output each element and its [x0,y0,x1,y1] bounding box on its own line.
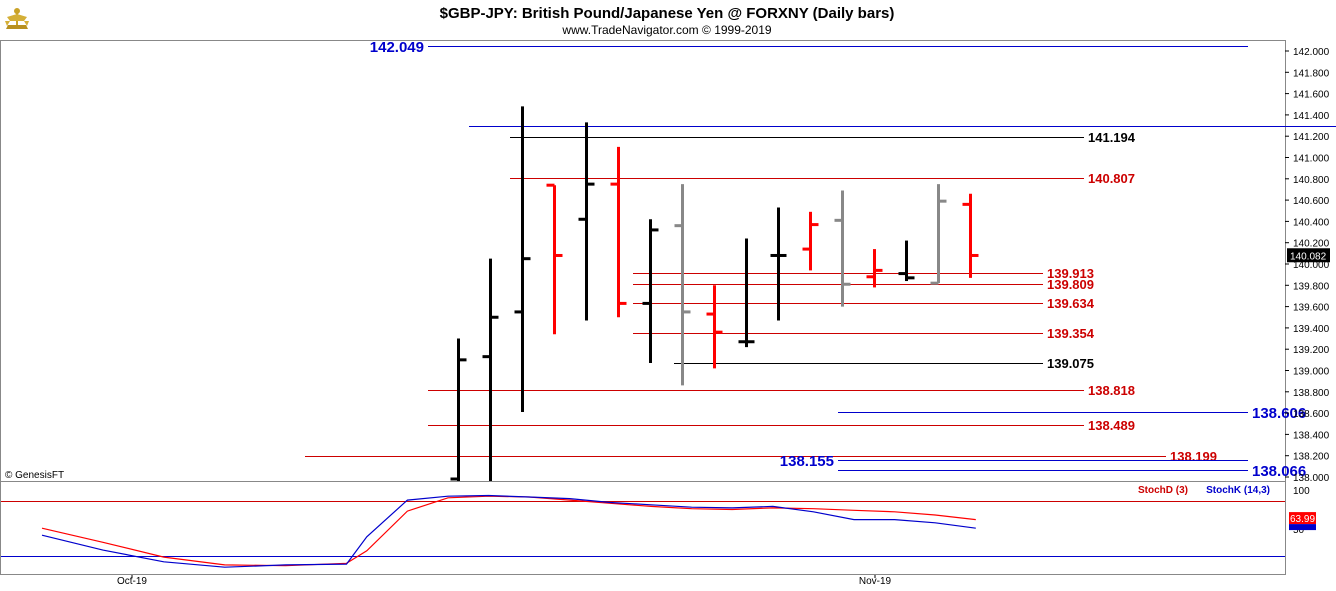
level-label-138.606: 138.606 [1252,405,1306,422]
level-label-139.634: 139.634 [1047,296,1095,311]
y-tick-label: 140.800 [1293,175,1330,186]
legend-stoch-k: StochK (14,3) [1206,485,1270,496]
y-tick-label: 139.400 [1293,324,1330,335]
y-tick-label: 141.800 [1293,68,1330,79]
stoch-k-value-badge [1289,524,1316,531]
stochastic-lines [41,494,976,568]
last-price-badge [1287,248,1330,263]
level-label-139.075: 139.075 [1047,356,1094,371]
y-tick-label: 141.600 [1293,90,1330,101]
y-tick-label: 141.400 [1293,111,1330,122]
stoch-y-tick-label: 100 [1293,486,1310,497]
price-panel-frame [0,40,1286,482]
level-label-140.807: 140.807 [1088,171,1135,186]
y-tick-label: 139.800 [1293,281,1330,292]
ohlc-bar [866,249,883,288]
y-tick-label: 139.000 [1293,367,1330,378]
level-label-138.155: 138.155 [780,453,834,470]
y-tick-label: 141.000 [1293,154,1330,165]
y-tick-label: 139.200 [1293,345,1330,356]
y-tick-label: 138.000 [1293,473,1330,484]
legend-stoch-d: StochD (3) [1138,485,1188,496]
stoch-y-tick-label: 50 [1293,525,1305,536]
ohlc-bar [578,122,595,321]
ohlc-bar [482,258,499,481]
ohlc-bar [738,238,755,348]
chart-title: $GBP-JPY: British Pound/Japanese Yen @ F… [440,5,895,22]
level-label-139.809: 139.809 [1047,277,1094,292]
price-levels: 142.049141.295141.194140.807139.913139.8… [305,39,1336,480]
ohlc-bar [546,183,563,335]
ohlc-bar [706,285,723,369]
x-label-oct: Oct-19 [117,576,147,587]
level-label-139.354: 139.354 [1047,326,1095,341]
y-tick-label: 138.800 [1293,388,1330,399]
ohlc-bar [642,219,659,364]
stoch-value-badge [1289,512,1316,525]
ohlc-bar [770,207,787,321]
stoch-value-label: 63.99 [1290,514,1315,525]
stoch-d-line [41,495,976,567]
y-tick-label: 138.200 [1293,452,1330,463]
y-tick-label: 140.200 [1293,239,1330,250]
trade-navigator-logo-icon [5,8,29,29]
stoch-k-line [41,494,976,568]
y-tick-label: 139.600 [1293,303,1330,314]
ohlc-bar [610,146,627,318]
last-price-label: 140.082 [1290,251,1327,262]
ohlc-bar [962,193,979,278]
price-bars [450,106,979,481]
ohlc-bar [802,211,819,271]
level-label-138.489: 138.489 [1088,418,1135,433]
ohlc-bar [898,240,915,282]
ohlc-bar [834,190,851,307]
y-tick-label: 138.600 [1293,409,1330,420]
level-label-141.194: 141.194 [1088,130,1136,145]
ohlc-bar [514,106,531,413]
y-tick-label: 140.400 [1293,217,1330,228]
y-tick-label: 140.600 [1293,196,1330,207]
level-label-138.066: 138.066 [1252,463,1306,480]
price-axis: 142.000 141.800 141.600 141.400 141.200 141.0… [1285,47,1330,484]
ohlc-bar [450,338,467,481]
ohlc-bar [674,184,691,386]
y-tick-label: 140.000 [1293,260,1330,271]
level-label-138.199: 138.199 [1170,449,1217,464]
y-tick-label: 138.400 [1293,430,1330,441]
y-tick-label: 141.200 [1293,132,1330,143]
level-label-139.913: 139.913 [1047,266,1094,281]
x-label-nov: Nov-19 [859,576,892,587]
y-tick-label: 142.000 [1293,47,1330,58]
copyright-label: © GenesisFT [5,470,64,481]
level-label-138.818: 138.818 [1088,383,1135,398]
ohlc-bar [930,184,947,285]
chart-subtitle: www.TradeNavigator.com © 1999-2019 [561,23,771,37]
level-label-142.049: 142.049 [370,39,424,56]
